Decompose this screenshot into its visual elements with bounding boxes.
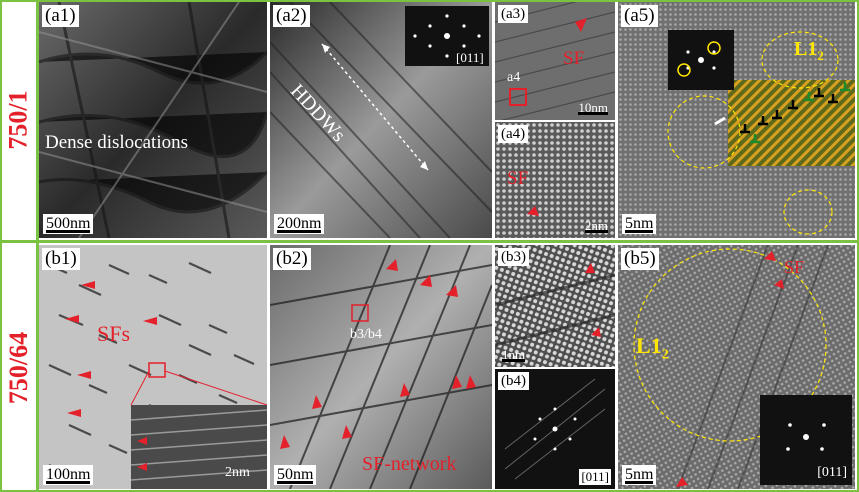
panel-a5-l12-label: L12 [794, 38, 824, 64]
panel-a2-tag: (a2) [273, 5, 310, 27]
panel-b5: (b5) SF L12 [011] 5nm [618, 245, 855, 489]
panel-a5-image [618, 2, 855, 238]
panel-a5-tag: (a5) [621, 5, 658, 27]
panel-a5-scalebar: 5nm [622, 214, 657, 234]
panel-b2: (b2) b3/b4 SF-network 50nm [270, 245, 492, 489]
panel-a5-l12-sub: 2 [817, 48, 824, 63]
panel-a4-scalebar: 2nm [582, 218, 611, 234]
panel-b5-scalebar: 5nm [622, 465, 657, 485]
panel-b2-tag: (b2) [273, 248, 311, 270]
panel-b2-image [270, 245, 492, 489]
panel-a2: (a2) HDDWs [011] 200nm [270, 2, 492, 238]
panel-a2-image [270, 2, 492, 238]
panel-b1-sfs-label: SFs [97, 321, 131, 346]
panel-b3: (b3) 1nm [495, 245, 615, 367]
panel-b2-scalebar: 50nm [274, 465, 317, 485]
panel-a5: (a5) L12 5nm [618, 2, 855, 238]
panel-b5-l12-label: L12 [636, 333, 669, 363]
panel-b5-l12-sub: 2 [661, 347, 669, 363]
panel-a3-tag: (a3) [498, 5, 529, 23]
panel-b4-zone-axis: [011] [579, 469, 611, 485]
panel-a4: (a4) SF 2nm [495, 122, 615, 238]
panel-b3-tag: (b3) [498, 248, 529, 266]
panel-b1-tag: (b1) [42, 248, 80, 270]
panel-a3: (a3) SF a4 10nm [495, 2, 615, 120]
panel-a4-sf-label: SF [507, 168, 529, 189]
row-label-b-text: 750/64 [4, 331, 34, 404]
panel-a1-caption: Dense dislocations [45, 132, 189, 153]
panel-a1-tag: (a1) [42, 5, 79, 27]
panel-a3-scalebar: 10nm [575, 100, 611, 116]
panel-b1: (b1) SFs 2nm 100nm [39, 245, 267, 489]
panel-a2-zone-axis: [011] [456, 50, 484, 65]
panel-b1-scalebar: 100nm [43, 465, 94, 485]
panel-b3-scalebar: 1nm [499, 347, 528, 363]
row-label-a-text: 750/1 [4, 90, 34, 150]
panel-a3-sf-label: SF [563, 48, 585, 69]
panel-a3-box-label: a4 [507, 70, 521, 85]
panel-b2-box-label: b3/b4 [350, 327, 382, 342]
panel-b5-tag: (b5) [621, 248, 659, 270]
panel-b5-l12-main: L1 [636, 333, 662, 358]
row-label-separator [36, 0, 39, 492]
panel-a1-image [39, 2, 267, 238]
panel-b4: (b4) [011] [495, 369, 615, 489]
panel-a5-l12-main: L1 [794, 38, 818, 60]
panel-a2-scalebar: 200nm [274, 214, 325, 234]
row-label-a: 750/1 [2, 0, 36, 240]
panel-b5-image [618, 245, 855, 489]
panel-a1: (a1) Dense dislocations 500nm [39, 2, 267, 238]
panel-a1-scalebar: 500nm [43, 214, 94, 234]
row-label-b: 750/64 [2, 243, 36, 492]
panel-a4-tag: (a4) [498, 125, 529, 143]
panel-a3-roi-box [509, 88, 527, 106]
panel-b5-zone-axis: [011] [817, 465, 847, 480]
panel-b1-inset-scalebar: 2nm [225, 465, 250, 480]
panel-b5-sf-label: SF [784, 257, 805, 277]
row-separator [0, 240, 859, 243]
panel-b2-sf-network-label: SF-network [362, 453, 457, 475]
panel-b4-tag: (b4) [498, 372, 529, 390]
panel-b1-image [39, 245, 267, 489]
